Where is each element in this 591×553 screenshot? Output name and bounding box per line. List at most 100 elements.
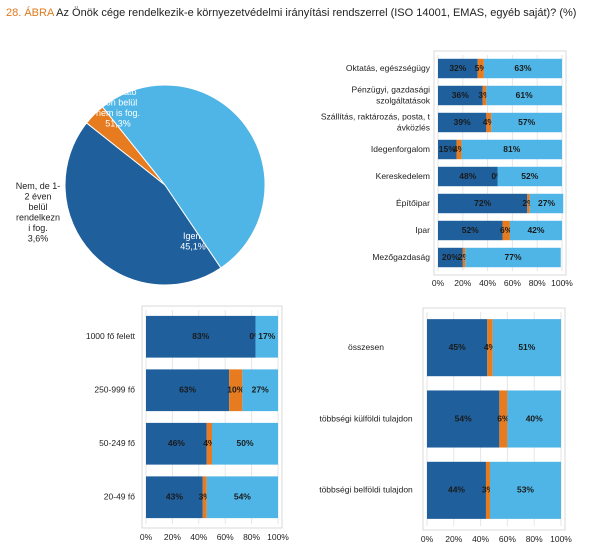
bar-segment [527,193,530,214]
x-tick-label: 20% [445,534,462,544]
data-label: 52% [462,225,479,235]
bar-segment [456,139,462,160]
plot-frame [422,307,566,531]
bar-segment [427,319,488,377]
category-label: 1000 fő felett [86,331,136,341]
bar-segment [438,112,487,133]
bar-segment [202,476,207,519]
data-label: 77% [505,252,522,262]
bar-segment [438,193,528,214]
plot-frame [433,50,567,276]
pie-slice-label: időn belül [99,97,138,107]
category-label: szolgáltatások [376,95,431,105]
data-label: 42% [527,225,544,235]
bar-segment [427,461,486,519]
category-label: Mezőgazdaság [372,252,430,262]
pie-slice-label: belül [28,202,47,212]
data-label: 45% [449,342,466,352]
bar-segment [491,112,562,133]
x-tick-label: 20% [164,532,181,542]
data-label: 27% [538,198,555,208]
bar-segment [486,112,492,133]
data-label: 27% [252,385,269,395]
pie-slice-label: 51,3% [105,118,131,128]
plot-frame [141,305,283,529]
data-label: 43% [166,492,183,502]
bar-segment [206,422,212,465]
pie-slice-label: 45,1% [180,242,206,252]
category-label: Ipar [415,225,430,235]
pie-slice-label: i fog. [28,223,48,233]
category-label: többségi külföldi tulajdon [319,413,412,423]
figure-number: 28. ÁBRA [6,7,54,19]
x-tick-label: 60% [217,532,234,542]
bar-segment [529,193,564,214]
bar-segment [438,139,457,160]
bar-segment [242,369,278,412]
data-label: 54% [234,492,251,502]
category-label: Építőipar [396,198,430,208]
data-label: 63% [179,385,196,395]
category-label: többségi belföldi tulajdon [319,485,413,495]
bar-segment [427,390,500,448]
x-tick-label: 40% [479,278,496,288]
data-label: 6% [500,225,513,235]
bar-segment [485,461,490,519]
data-label: 15% [439,144,456,154]
x-tick-label: 80% [243,532,260,542]
bar-segment [502,220,510,241]
x-tick-label: 0% [421,534,434,544]
x-tick-label: 80% [526,534,543,544]
pie-slice-label: 3,6% [28,234,49,244]
data-label: 4% [484,342,497,352]
data-label: 5% [475,63,488,73]
bar-segment [489,461,561,519]
x-tick-label: 80% [529,278,546,288]
bar-segment [487,319,493,377]
pie-slice-label: nem is fog. [96,108,140,118]
x-tick-label: 40% [472,534,489,544]
bar-segment [507,390,561,448]
data-label: 10% [227,385,244,395]
category-label: Pénzügyi, gazdasági [352,84,431,94]
data-label: 6% [497,413,510,423]
bar-segment [146,422,207,465]
data-label: 44% [448,485,465,495]
data-label: 32% [449,63,466,73]
chart-title: 28. ÁBRA Az Önök cége rendelkezik-e körn… [6,6,586,20]
data-label: 40% [526,413,543,423]
bar-segment [465,247,561,268]
pie-slice-label: rendelkezn [16,213,60,223]
data-label: 61% [516,90,533,100]
bar-segment [438,85,483,106]
data-label: 39% [454,117,471,127]
x-tick-label: 40% [190,532,207,542]
x-tick-label: 100% [551,278,573,288]
sector-bar-chart: 0% 20% 40% 60% 80% 100% 32% 5% 63% Oktatás, egész… [321,50,573,288]
bar-segment [509,220,562,241]
bar-segment [499,390,508,448]
data-label: 63% [514,63,531,73]
bar-segment [486,85,562,106]
data-label: 2% [522,198,535,208]
bar-segment [146,476,203,519]
category-label: Kereskedelem [376,171,430,181]
x-tick-label: 20% [454,278,471,288]
data-label: 2% [458,252,471,262]
data-label: 53% [517,485,534,495]
pie-slice [64,122,222,286]
pie-slice [101,84,266,269]
category-label: 20-49 fő [104,492,135,502]
data-label: 50% [236,438,253,448]
bar-segment [462,247,466,268]
ownership-bar-chart: 0% 20% 40% 60% 80% 100% 45% 4% 51% összesen 54% 6% 4… [319,307,572,544]
bar-segment [438,58,478,79]
x-tick-label: 60% [504,278,521,288]
figure-question: Az Önök cége rendelkezik-e környezetvéde… [56,7,577,19]
x-tick-label: 0% [140,532,153,542]
category-label: Szállítás, raktározás, posta, t [321,111,431,121]
pie-chart: Igen.45,1% Nem, de 1-2 évenbelülrendelkez… [16,76,266,286]
data-label: 46% [168,438,185,448]
bar-segment [482,85,487,106]
data-label: 57% [518,117,535,127]
